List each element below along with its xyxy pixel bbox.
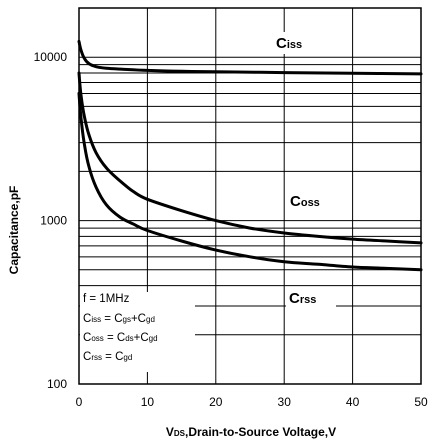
- coss-curve: [77, 71, 423, 245]
- plot-border: [78, 7, 422, 385]
- curves: [77, 39, 423, 272]
- legend-background: [80, 292, 195, 372]
- test-condition-legend: f = 1MHz Ciss = Cgs+Cgd Coss = Cds+Cgd Crss…: [80, 292, 195, 372]
- crss-formula: Crss = Cgd: [83, 351, 132, 363]
- series-label-background: [287, 190, 337, 212]
- y-tick-label: 10000: [34, 50, 68, 64]
- x-tick-label: 50: [414, 395, 428, 409]
- series-labels: Ciss Coss Crss: [273, 32, 337, 309]
- x-tick-label: 0: [76, 395, 83, 409]
- ciss-label: Ciss: [276, 35, 302, 52]
- coss-formula: Coss = Cds+Cgd: [83, 332, 158, 344]
- series-label-background: [286, 287, 336, 309]
- ciss-curve: [77, 39, 423, 76]
- crss-label: Crss: [289, 290, 316, 307]
- y-tick-label: 1000: [40, 214, 67, 228]
- series-label-background: [273, 32, 323, 54]
- plot-frame: [78, 7, 422, 385]
- ciss-formula: Ciss = Cgs+Cgd: [83, 313, 155, 325]
- x-axis-title: VDS,Drain-to-Source Voltage,V: [166, 425, 336, 439]
- x-tick-label: 20: [209, 395, 223, 409]
- coss-label: Coss: [290, 193, 320, 210]
- crss-curve: [77, 91, 423, 272]
- tick-labels: 0 10 20 30 40 50 100 1000 10000: [34, 50, 428, 409]
- x-tick-label: 40: [346, 395, 360, 409]
- y-tick-label: 100: [47, 377, 67, 391]
- frequency-note: f = 1MHz: [83, 293, 130, 305]
- x-tick-label: 30: [278, 395, 292, 409]
- x-tick-label: 10: [141, 395, 155, 409]
- y-axis-title: Capacitance,pF: [7, 186, 21, 275]
